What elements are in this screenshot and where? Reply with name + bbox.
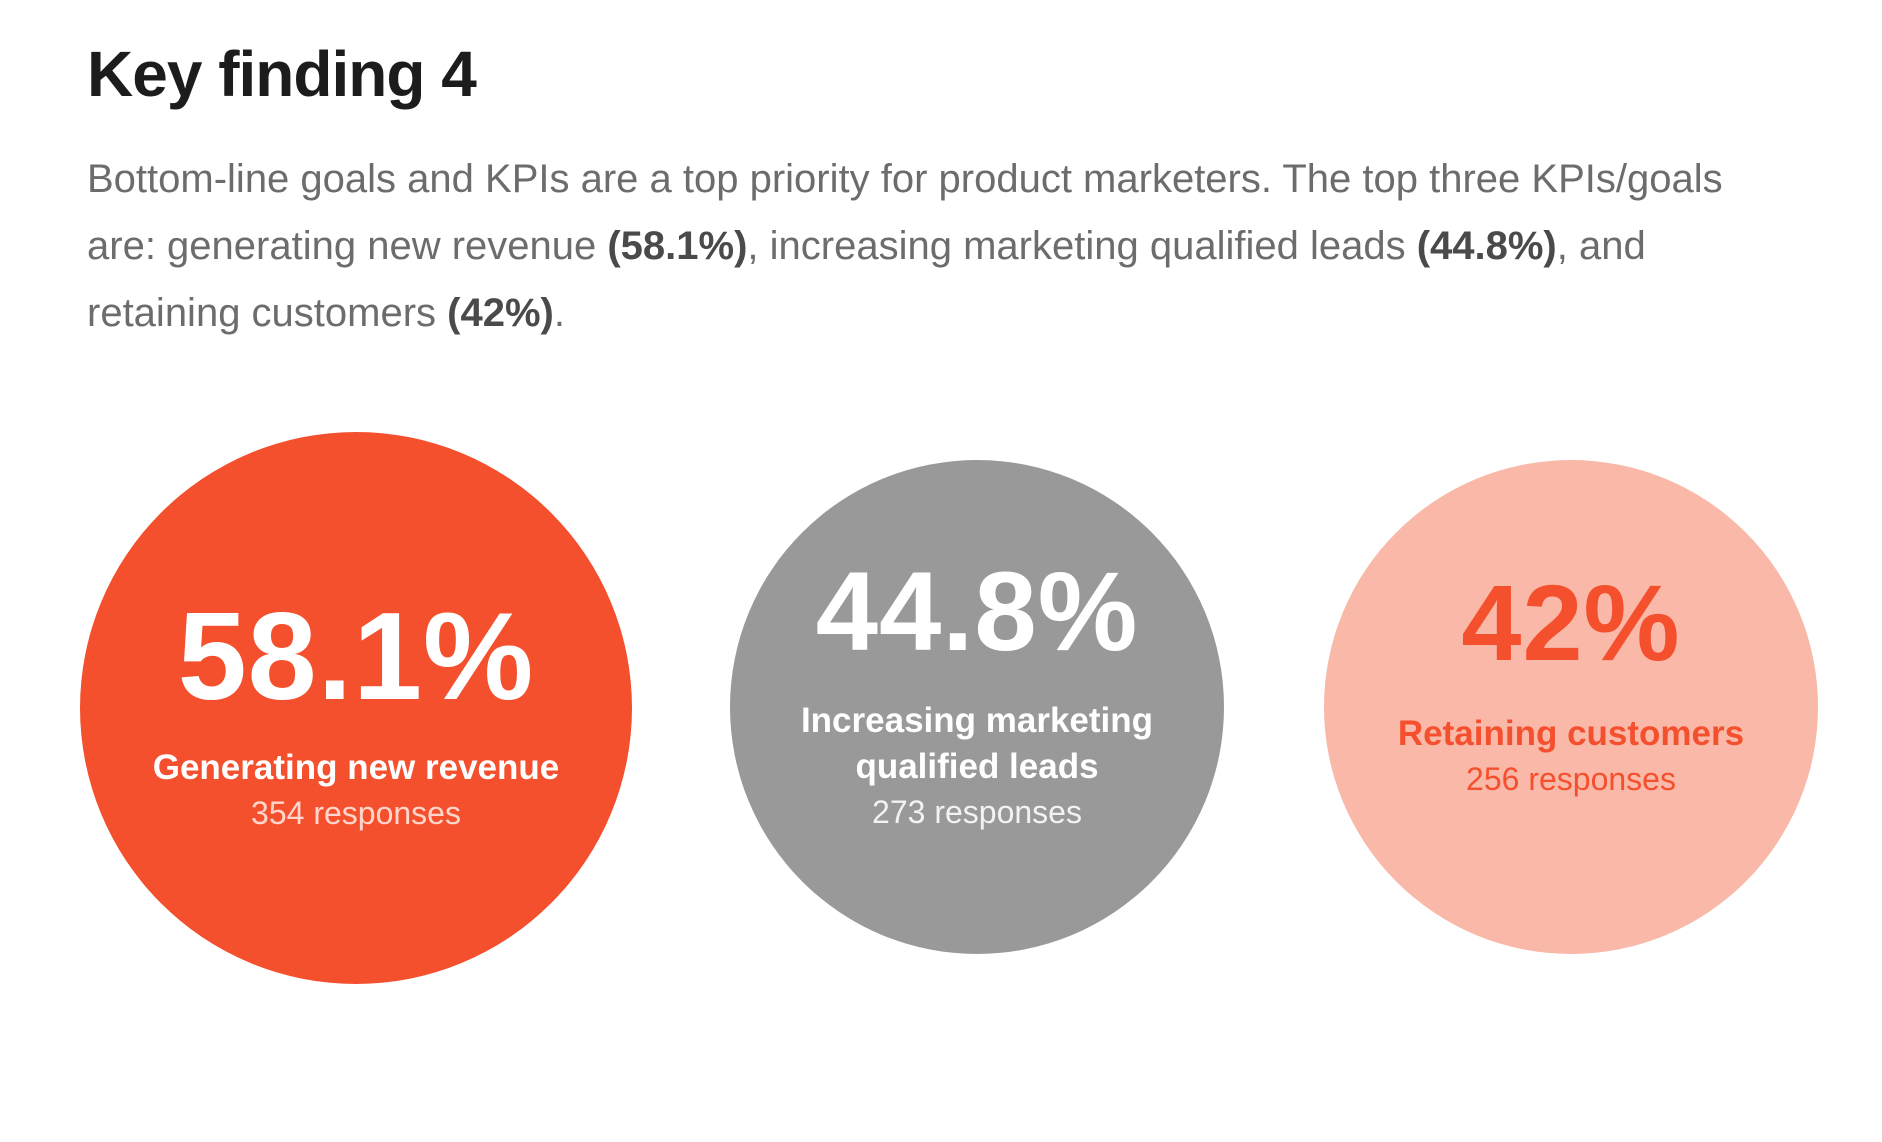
finding-label: Increasing marketing qualified leads [800, 701, 1154, 786]
finding-circle-retention: 42% Retaining customers 256 responses [1324, 460, 1818, 954]
page-title: Key finding 4 [87, 38, 477, 110]
finding-label: Retaining customers [1397, 714, 1745, 753]
finding-circle-leads: 44.8% Increasing marketing qualified lea… [730, 460, 1224, 954]
intro-text: . [553, 291, 565, 335]
finding-percent: 58.1% [177, 588, 535, 726]
finding-label: Generating new revenue [152, 748, 560, 787]
intro-paragraph: Bottom-line goals and KPIs are a top pri… [87, 146, 1767, 347]
intro-stat-retention: (42%) [447, 291, 554, 335]
intro-text: , and retaining customers [87, 224, 1646, 335]
finding-circle-revenue: 58.1% Generating new revenue 354 respons… [80, 432, 632, 984]
finding-responses: 273 responses [872, 794, 1082, 830]
intro-stat-leads: (44.8%) [1416, 224, 1557, 268]
finding-percent: 42% [1461, 562, 1681, 683]
finding-responses: 256 responses [1466, 761, 1676, 797]
intro-stat-revenue: (58.1%) [607, 224, 748, 268]
intro-text: , increasing marketing qualified leads [747, 224, 1417, 268]
finding-responses: 354 responses [251, 795, 461, 831]
intro-text: Bottom-line goals and KPIs are a top pri… [87, 157, 1723, 268]
finding-percent: 44.8% [815, 549, 1139, 674]
